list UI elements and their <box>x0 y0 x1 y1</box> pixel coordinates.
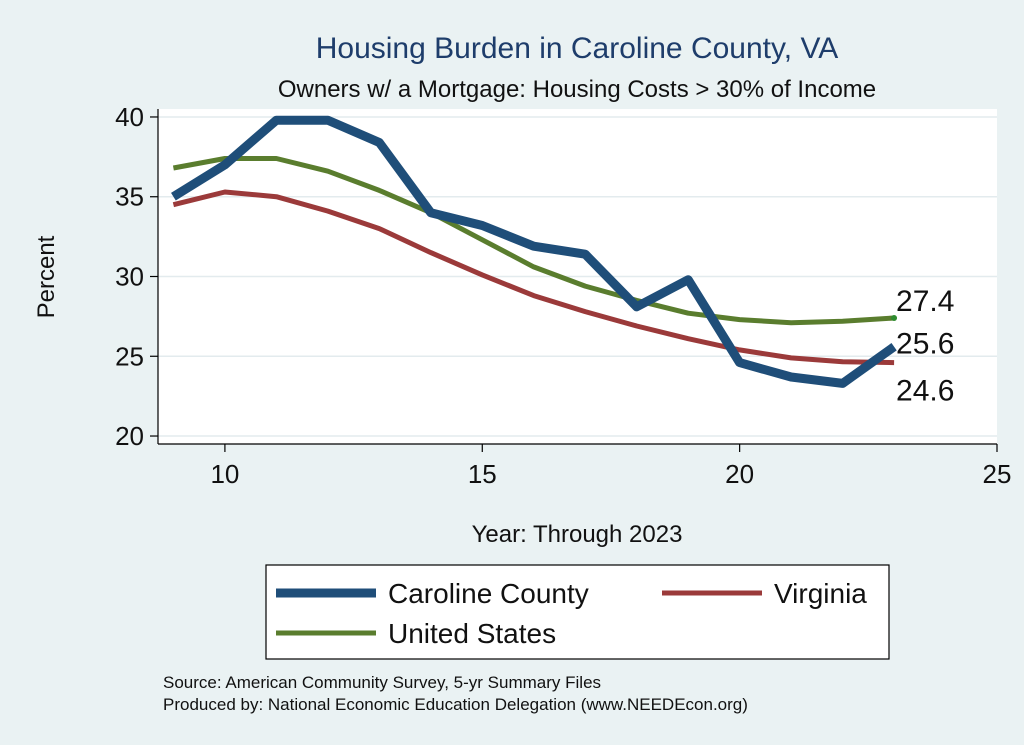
chart-title: Housing Burden in Caroline County, VA <box>316 32 839 65</box>
y-tick-label: 35 <box>115 182 144 212</box>
series-line-caroline-county <box>171 115 897 388</box>
y-tick-label: 25 <box>115 341 144 371</box>
series-lines <box>171 115 898 388</box>
source-note: Source: American Community Survey, 5-yr … <box>163 673 601 692</box>
y-axis-title: Percent <box>33 235 60 318</box>
x-axis-title: Year: Through 2023 <box>472 521 683 548</box>
x-tick-label: 25 <box>983 459 1012 489</box>
legend-label-united-states: United States <box>388 618 556 649</box>
end-label-caroline-county: 25.6 <box>896 328 954 361</box>
y-tick-label: 40 <box>115 102 144 132</box>
chart-subtitle: Owners w/ a Mortgage: Housing Costs > 30… <box>278 76 876 103</box>
legend-label-caroline-county: Caroline County <box>388 578 589 609</box>
series-line-united-states <box>172 156 895 326</box>
produced-by-note: Produced by: National Economic Education… <box>163 695 748 714</box>
end-point-united-states <box>891 314 898 321</box>
end-label-virginia: 24.6 <box>896 375 954 408</box>
legend: Caroline County Virginia United States <box>265 564 890 660</box>
x-axis-ticks: 10 15 20 25 <box>210 444 1011 489</box>
legend-label-virginia: Virginia <box>774 578 867 609</box>
legend-box <box>265 564 890 660</box>
grid-lines <box>158 116 997 437</box>
x-tick-label: 20 <box>725 459 754 489</box>
y-tick-label: 20 <box>115 421 144 451</box>
end-label-united-states: 27.4 <box>896 285 954 318</box>
x-tick-label: 15 <box>468 459 497 489</box>
x-tick-label: 10 <box>210 459 239 489</box>
legend-entries: Caroline County Virginia United States <box>276 578 867 649</box>
end-labels: 25.6 24.6 27.4 <box>896 285 954 408</box>
y-tick-label: 30 <box>115 262 144 292</box>
y-axis-ticks: 20 25 30 35 40 <box>115 102 158 451</box>
series-line-virginia <box>172 189 895 366</box>
